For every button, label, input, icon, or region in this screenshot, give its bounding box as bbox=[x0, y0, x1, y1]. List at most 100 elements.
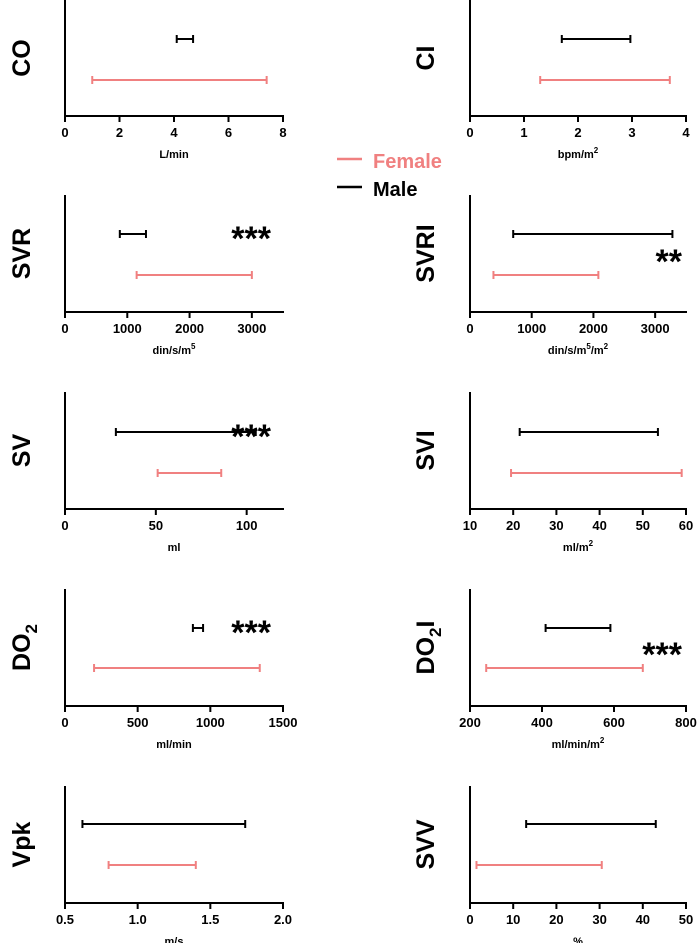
x-tick-label: 0 bbox=[466, 321, 473, 336]
y-axis-label: SVRI bbox=[412, 224, 440, 282]
x-tick-label: 0 bbox=[466, 125, 473, 140]
x-tick-label: 2000 bbox=[579, 321, 608, 336]
legend: Female Male bbox=[337, 151, 442, 201]
significance-annotation: *** bbox=[231, 220, 271, 258]
legend-male-label: Male bbox=[373, 179, 417, 201]
range-bar-female bbox=[475, 861, 603, 869]
x-tick-label: 4 bbox=[682, 125, 690, 140]
x-tick-label: 40 bbox=[592, 518, 606, 533]
x-tick-label: 10 bbox=[463, 518, 477, 533]
x-tick-label: 60 bbox=[679, 518, 693, 533]
significance-annotation: ** bbox=[656, 243, 683, 281]
significance-annotation: *** bbox=[231, 418, 271, 456]
range-bar-male bbox=[114, 428, 257, 436]
x-tick-label: 100 bbox=[236, 518, 258, 533]
panel-svi: 10 20 30 40 50 60 ml/m2 SVI bbox=[412, 392, 693, 554]
x-tick-label: 3000 bbox=[237, 321, 266, 336]
x-tick-label: 1000 bbox=[113, 321, 142, 336]
x-tick-label: 2 bbox=[116, 125, 123, 140]
y-axis-label: Vpk bbox=[8, 821, 36, 867]
significance-annotation: *** bbox=[231, 614, 271, 652]
x-tick-label: 200 bbox=[459, 715, 481, 730]
x-tick-label: 30 bbox=[592, 912, 606, 927]
x-tick-label: 1500 bbox=[269, 715, 298, 730]
range-bar-male bbox=[544, 624, 612, 632]
y-axis-label: CO bbox=[8, 39, 36, 77]
x-tick-label: 30 bbox=[549, 518, 563, 533]
x-tick-label: 1.5 bbox=[201, 912, 219, 927]
range-bar-male bbox=[81, 820, 247, 828]
x-tick-label: 3000 bbox=[641, 321, 670, 336]
x-tick-label: 0 bbox=[466, 912, 473, 927]
x-axis-label: % bbox=[573, 936, 583, 943]
x-axis-label: L/min bbox=[159, 149, 189, 161]
x-tick-label: 0 bbox=[61, 125, 68, 140]
y-axis-label: DO2I bbox=[412, 621, 445, 675]
x-tick-label: 2000 bbox=[175, 321, 204, 336]
x-tick-label: 6 bbox=[225, 125, 232, 140]
x-tick-label: 0 bbox=[61, 321, 68, 336]
x-tick-label: 2.0 bbox=[274, 912, 292, 927]
x-axis-label: ml bbox=[168, 542, 181, 554]
x-tick-label: 400 bbox=[531, 715, 553, 730]
range-bar-female bbox=[91, 76, 268, 84]
range-bar-male bbox=[525, 820, 657, 828]
x-tick-label: 50 bbox=[149, 518, 163, 533]
x-tick-label: 500 bbox=[127, 715, 149, 730]
x-axis-label: din/s/m5 bbox=[153, 342, 197, 357]
significance-annotation: *** bbox=[642, 636, 682, 674]
legend-female-label: Female bbox=[373, 151, 442, 173]
y-axis-label: SVI bbox=[412, 430, 440, 470]
y-axis-label: CI bbox=[412, 46, 440, 71]
x-tick-label: 50 bbox=[679, 912, 693, 927]
x-tick-label: 10 bbox=[506, 912, 520, 927]
x-tick-label: 1 bbox=[520, 125, 527, 140]
range-bar-female bbox=[492, 271, 600, 279]
range-bar-female bbox=[510, 469, 683, 477]
range-bar-male bbox=[518, 428, 659, 436]
panel-svv: 0 10 20 30 40 50% SVV bbox=[412, 786, 693, 943]
range-bar-female bbox=[107, 861, 197, 869]
x-axis-label: ml/min bbox=[156, 739, 192, 751]
x-tick-label: 40 bbox=[636, 912, 650, 927]
panel-ci: 0 1 2 3 4 bpm/m2 CI bbox=[412, 0, 690, 161]
x-axis-label: ml/m2 bbox=[563, 539, 594, 554]
x-axis-label: bpm/m2 bbox=[558, 146, 599, 161]
range-bar-female bbox=[93, 664, 261, 672]
range-bar-female bbox=[156, 469, 223, 477]
x-tick-label: 20 bbox=[506, 518, 520, 533]
panel-do2: 0 500 1000 1500 ml/min DO2 *** bbox=[8, 589, 297, 751]
range-bar-male bbox=[175, 35, 195, 43]
x-tick-label: 1.0 bbox=[129, 912, 147, 927]
range-bar-female bbox=[539, 76, 671, 84]
panel-co: 0 2 4 6 8 L/min CO bbox=[8, 0, 287, 161]
x-tick-label: 1000 bbox=[196, 715, 225, 730]
range-bar-female bbox=[485, 664, 644, 672]
range-bar-male bbox=[560, 35, 632, 43]
y-axis-label: SVR bbox=[8, 228, 36, 279]
x-tick-label: 4 bbox=[170, 125, 178, 140]
x-tick-label: 0 bbox=[61, 518, 68, 533]
panel-sv: 0 50 100 ml SV *** bbox=[8, 392, 284, 554]
panel-svri: 0 1000 2000 3000 din/s/m5/m2 SVRI ** bbox=[412, 195, 687, 357]
x-tick-label: 2 bbox=[574, 125, 581, 140]
x-tick-label: 0 bbox=[61, 715, 68, 730]
x-tick-label: 800 bbox=[675, 715, 697, 730]
x-tick-label: 3 bbox=[628, 125, 635, 140]
x-axis-label: din/s/m5/m2 bbox=[548, 342, 609, 357]
x-tick-label: 600 bbox=[603, 715, 625, 730]
panel-svr: 0 1000 2000 3000 din/s/m5 SVR *** bbox=[8, 195, 284, 357]
x-tick-label: 1000 bbox=[517, 321, 546, 336]
panel-doi2: 200 400 600 800 ml/min/m2 DO2I *** bbox=[412, 589, 697, 751]
x-tick-label: 0.5 bbox=[56, 912, 74, 927]
y-axis-label: SVV bbox=[412, 819, 440, 869]
y-axis-label: DO2 bbox=[8, 624, 41, 671]
range-bar-male bbox=[191, 624, 205, 632]
x-axis-label: m/s bbox=[165, 936, 184, 943]
y-axis-label: SV bbox=[8, 434, 36, 468]
range-bar-female bbox=[135, 271, 253, 279]
x-tick-label: 50 bbox=[636, 518, 650, 533]
range-bar-male bbox=[118, 230, 147, 238]
